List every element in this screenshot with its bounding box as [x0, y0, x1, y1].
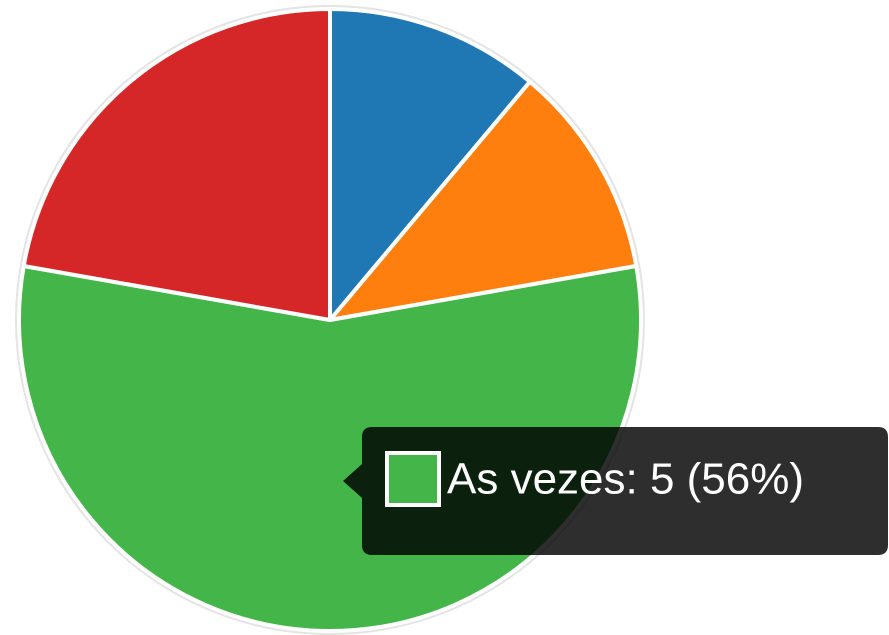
- tooltip-swatch: [385, 451, 441, 507]
- pie-slice: [328, 79, 639, 322]
- slices: [17, 7, 643, 633]
- tooltip: As vezes: 5 (56%): [343, 427, 888, 555]
- tooltip-box: [343, 427, 888, 555]
- pie-slice: [328, 7, 532, 322]
- pie-slice: [21, 7, 332, 322]
- tooltip-text: As vezes: 5 (56%): [447, 455, 804, 504]
